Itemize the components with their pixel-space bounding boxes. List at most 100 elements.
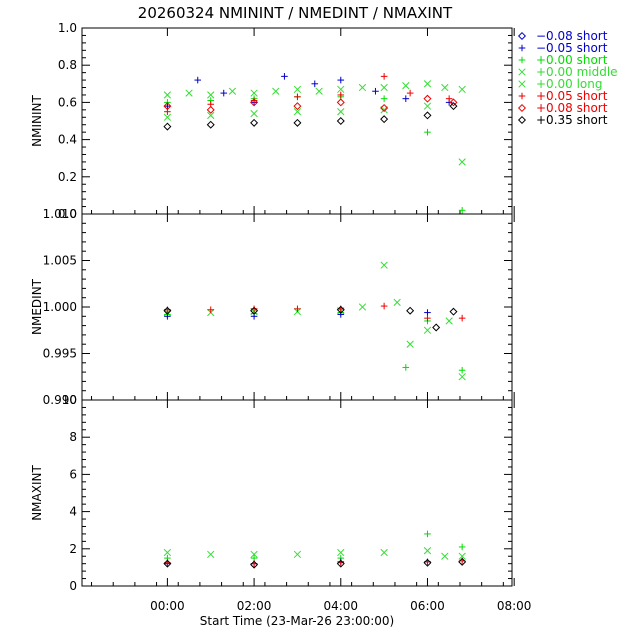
- data-point: [358, 83, 367, 92]
- y-tick-label: 0.4: [58, 133, 77, 147]
- data-point: [206, 120, 215, 129]
- data-point: [458, 158, 466, 166]
- legend: −0.08 short−0.05 short+0.00 short+0.00 m…: [517, 29, 618, 127]
- data-point: [293, 102, 302, 111]
- data-points: [163, 261, 466, 381]
- data-point: [337, 85, 345, 94]
- legend-label: −0.08 short: [536, 29, 608, 43]
- data-point: [294, 305, 301, 313]
- data-point: [336, 305, 345, 314]
- series-1: [164, 73, 453, 110]
- data-point: [423, 94, 432, 103]
- x-tick-label: 02:00: [237, 599, 272, 613]
- data-point: [441, 552, 449, 560]
- data-point: [194, 76, 202, 84]
- data-point: [423, 102, 432, 110]
- data-point: [423, 547, 432, 555]
- series-6: [163, 94, 458, 114]
- data-point: [163, 122, 172, 131]
- data-point: [393, 298, 401, 307]
- data-point: [458, 206, 466, 214]
- legend-label: −0.05 short: [536, 41, 608, 55]
- data-point: [163, 102, 172, 111]
- legend-marker: [518, 68, 526, 76]
- data-point: [163, 559, 172, 568]
- data-point: [207, 91, 215, 99]
- data-point: [185, 89, 193, 97]
- panel-nminint: 0.0 0.2 0.4 0.6 0.8 1.0 NMININT: [30, 21, 515, 221]
- y-tick-label: 4: [69, 505, 77, 519]
- data-point: [380, 95, 388, 102]
- data-point: [441, 83, 449, 92]
- data-point: [445, 95, 453, 102]
- y-tick-label: 1.000: [43, 300, 77, 314]
- series-2: [164, 530, 466, 562]
- legend-marker: [518, 56, 526, 64]
- series-7: [163, 102, 458, 131]
- x-tick-label: 00:00: [150, 599, 185, 613]
- data-point: [402, 82, 410, 90]
- data-point: [424, 309, 431, 316]
- data-point: [272, 87, 280, 95]
- data-point: [432, 323, 441, 332]
- series-5: [164, 557, 466, 567]
- data-point: [207, 550, 215, 559]
- data-point: [402, 95, 410, 102]
- data-point: [250, 118, 259, 127]
- series-4: [163, 547, 466, 560]
- data-point: [293, 108, 302, 116]
- legend-item: +0.00 middle: [518, 65, 618, 79]
- data-point: [315, 87, 323, 95]
- data-point: [380, 83, 388, 92]
- data-points: [163, 530, 467, 569]
- data-point: [358, 303, 367, 311]
- legend-item: −0.08 short: [517, 29, 608, 43]
- data-point: [337, 108, 345, 116]
- y-axis-title: NMININT: [30, 94, 44, 146]
- x-tick-label: 08:00: [497, 599, 532, 613]
- data-point: [424, 314, 431, 322]
- y-tick-label: 8: [69, 430, 77, 444]
- data-point: [380, 261, 388, 269]
- data-point: [163, 306, 172, 315]
- data-point: [380, 106, 388, 114]
- data-points: [163, 73, 466, 214]
- legend-label: +0.05 short: [536, 89, 608, 103]
- data-point: [293, 550, 302, 559]
- series-4: [163, 80, 466, 99]
- legend-marker: [517, 115, 527, 125]
- y-axis-title: NMEDINT: [30, 278, 44, 335]
- legend-marker: [517, 31, 527, 41]
- data-point: [449, 102, 458, 111]
- data-point: [337, 91, 345, 99]
- series-5: [164, 302, 466, 322]
- data-point: [458, 373, 466, 381]
- data-point: [336, 559, 345, 568]
- y-tick-label: 0.8: [58, 58, 77, 72]
- data-point: [458, 552, 466, 560]
- data-point: [406, 89, 414, 97]
- legend-label: +0.35 short: [536, 113, 608, 127]
- data-point: [207, 111, 215, 120]
- data-point: [423, 326, 432, 334]
- legend-marker: [517, 103, 527, 113]
- data-point: [449, 98, 458, 107]
- y-tick-label: 6: [69, 467, 77, 481]
- legend-marker: [518, 44, 526, 52]
- data-point: [380, 103, 389, 112]
- series-7: [163, 557, 467, 569]
- data-point: [458, 543, 466, 551]
- data-point: [458, 366, 466, 374]
- data-point: [458, 557, 467, 566]
- data-point: [337, 311, 345, 318]
- legend-marker: [518, 92, 526, 100]
- data-point: [163, 91, 172, 99]
- y-tick-label: 0.2: [58, 170, 77, 184]
- legend-label: +0.00 short: [536, 53, 608, 67]
- data-point: [207, 306, 215, 314]
- x-tick-label: 06:00: [410, 599, 445, 613]
- panel-frame: [81, 399, 513, 587]
- y-tick-label: 0.990: [43, 393, 77, 407]
- data-point: [380, 115, 389, 124]
